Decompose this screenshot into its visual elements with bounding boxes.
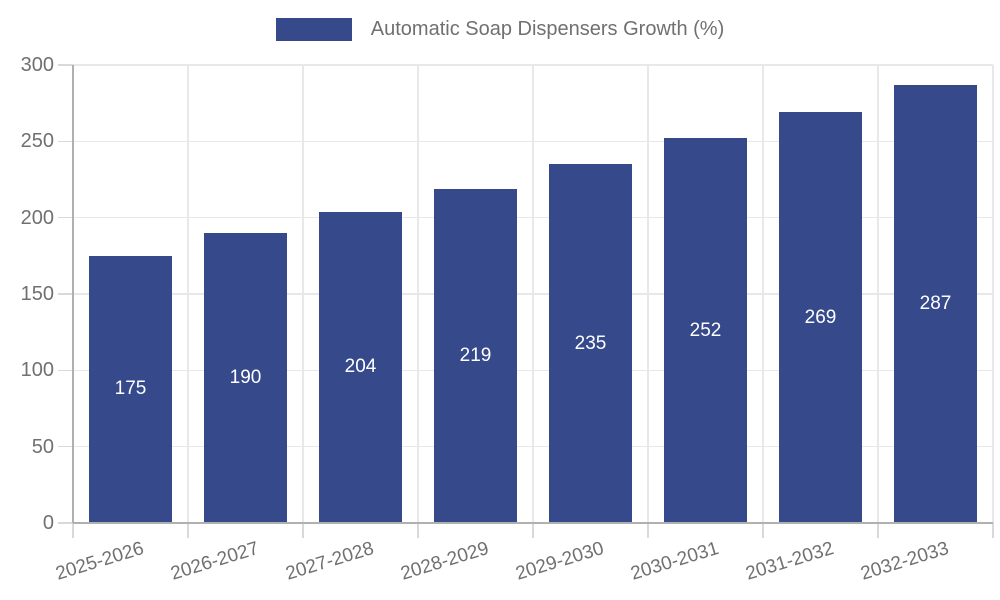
y-axis-line bbox=[72, 65, 74, 523]
y-tick-mark bbox=[58, 140, 73, 143]
gridline-vertical bbox=[417, 65, 419, 523]
y-tick-mark bbox=[58, 293, 73, 295]
y-tick-label: 300 bbox=[20, 54, 54, 76]
x-axis-line bbox=[73, 521, 993, 524]
plot-area: 0 50 100 150 200 250 300 175 190 204 219 235 252 269 2… bbox=[21, 54, 994, 585]
legend-swatch bbox=[275, 18, 352, 41]
y-tick-label: 0 bbox=[42, 512, 54, 534]
x-tick-mark bbox=[187, 523, 189, 538]
y-tick-label: 50 bbox=[31, 435, 54, 458]
bar bbox=[894, 84, 977, 523]
y-tick-mark bbox=[58, 445, 73, 448]
bar bbox=[434, 188, 517, 523]
x-tick-label: 2032-2033 bbox=[857, 537, 951, 585]
x-tick-mark bbox=[302, 523, 304, 538]
bar bbox=[779, 112, 862, 523]
x-tick-label: 2028-2029 bbox=[397, 537, 491, 585]
bar bbox=[549, 164, 632, 523]
y-tick-mark bbox=[58, 522, 73, 524]
gridline-vertical bbox=[647, 65, 649, 523]
x-tick-label: 2029-2030 bbox=[512, 537, 606, 585]
gridline-vertical bbox=[532, 65, 534, 523]
bar-value-label: 252 bbox=[689, 319, 722, 341]
x-tick-mark bbox=[992, 523, 994, 538]
bar-value-label: 204 bbox=[344, 356, 377, 378]
x-tick-mark bbox=[647, 523, 649, 538]
gridline-vertical bbox=[992, 65, 994, 523]
bar bbox=[319, 211, 402, 523]
x-tick-mark bbox=[877, 523, 879, 538]
gridline-vertical bbox=[187, 65, 189, 523]
bar-value-label: 190 bbox=[229, 366, 262, 388]
x-tick-label: 2026-2027 bbox=[167, 537, 261, 585]
y-tick-label: 250 bbox=[20, 130, 54, 153]
x-tick-label: 2025-2026 bbox=[52, 537, 146, 585]
bar bbox=[664, 138, 747, 523]
x-tick-mark bbox=[532, 523, 534, 538]
gridline-vertical bbox=[877, 65, 879, 523]
bar bbox=[204, 232, 287, 523]
x-tick-label: 2030-2031 bbox=[627, 537, 721, 585]
bar-value-label: 287 bbox=[919, 292, 952, 314]
legend-label: Automatic Soap Dispensers Growth (%) bbox=[370, 18, 725, 40]
y-tick-mark bbox=[58, 64, 73, 66]
gridline-vertical bbox=[302, 65, 304, 523]
bar bbox=[89, 255, 172, 523]
x-tick-mark bbox=[762, 523, 764, 538]
y-tick-mark bbox=[58, 216, 73, 219]
y-tick-label: 100 bbox=[20, 359, 54, 382]
x-tick-mark bbox=[417, 523, 419, 538]
bar-value-label: 175 bbox=[114, 378, 147, 400]
bar-value-label: 269 bbox=[804, 306, 837, 328]
bar-value-label: 219 bbox=[459, 344, 492, 366]
y-tick-label: 150 bbox=[20, 283, 54, 305]
x-tick-mark bbox=[72, 523, 74, 538]
legend: Automatic Soap Dispensers Growth (%) bbox=[0, 18, 1000, 41]
y-tick-label: 200 bbox=[20, 206, 54, 229]
y-tick-mark bbox=[58, 369, 73, 372]
gridline-vertical bbox=[762, 65, 764, 523]
x-tick-label: 2031-2032 bbox=[742, 537, 836, 585]
x-tick-label: 2027-2028 bbox=[282, 537, 376, 585]
bar-value-label: 235 bbox=[574, 332, 607, 354]
